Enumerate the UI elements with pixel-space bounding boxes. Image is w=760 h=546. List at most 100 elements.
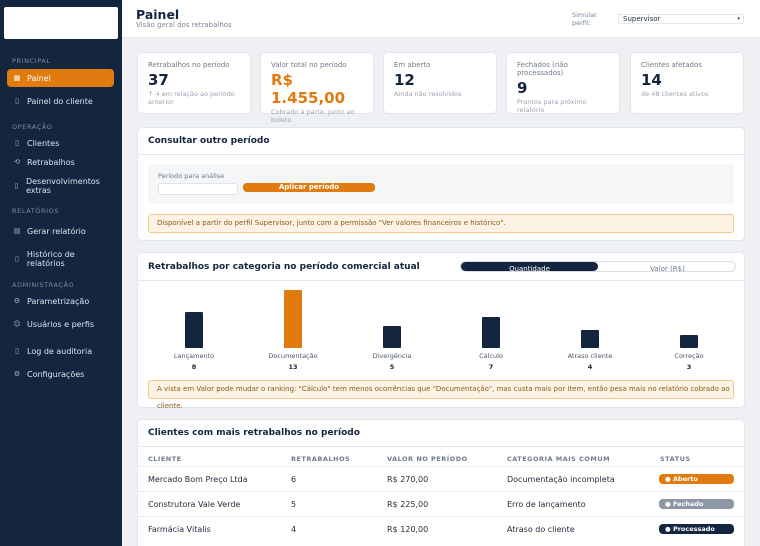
consult-panel: Consultar outro período Período para aná… bbox=[137, 127, 745, 241]
category-bar-chart: Lançamento 8 Documentação 13 Divergência 5 Cál… bbox=[138, 281, 746, 377]
kpi-card-em-aberto: Em aberto 12 Ainda não resolvidos bbox=[383, 52, 497, 114]
kpi-note: Ainda não resolvidos bbox=[394, 90, 462, 98]
kpi-value: 37 bbox=[148, 71, 169, 89]
kpi-label: Em aberto bbox=[394, 61, 431, 69]
status-badge: ● Aberto bbox=[659, 474, 734, 484]
document-icon: ▯ bbox=[15, 255, 19, 263]
chart-value-label: 5 bbox=[389, 363, 395, 371]
kpi-note: Prontos para próximo relatório bbox=[517, 98, 587, 114]
sidebar-item-retrabalhos[interactable]: ⟲ Retrabalhos bbox=[7, 153, 114, 171]
cell-categoria: Documentação incompleta bbox=[507, 475, 615, 484]
kpi-card-retrabalhos: Retrabalhos no período 37 ↑ 4 em relação… bbox=[137, 52, 251, 114]
cell-valor: R$ 120,00 bbox=[387, 525, 429, 534]
kpi-card-fechados: Fechados (não processados) 9 Prontos par… bbox=[506, 52, 620, 114]
document-icon: ▯ bbox=[14, 182, 19, 190]
cell-retrabalhos: 4 bbox=[291, 525, 297, 534]
page-header: Painel Visão geral dos retrabalhos Simul… bbox=[122, 0, 760, 38]
sidebar-item-label: Retrabalhos bbox=[27, 157, 75, 167]
document-icon: ▯ bbox=[15, 97, 19, 105]
chevron-down-icon: ▾ bbox=[737, 16, 740, 22]
sidebar-item-label: Parametrização bbox=[27, 296, 90, 306]
period-box: Período para análise Aplicar período bbox=[148, 164, 734, 204]
cell-cliente: Mercado Bom Preço Ltda bbox=[148, 475, 248, 484]
divider bbox=[138, 154, 744, 155]
chart-bar bbox=[680, 335, 698, 348]
chart-bar bbox=[185, 312, 203, 348]
category-title: Retrabalhos por categoria no período com… bbox=[148, 262, 420, 272]
kpi-card-valor-total: Valor total no período R$ 1.455,00 Cobra… bbox=[260, 52, 374, 124]
column-header: Categoria mais comum bbox=[507, 455, 611, 463]
table-row[interactable]: Farmácia Vitalis 4 R$ 120,00 Atraso do c… bbox=[138, 516, 746, 541]
kpi-value: 12 bbox=[394, 71, 415, 89]
chart-category-label: Cálculo bbox=[479, 352, 503, 360]
table-header: Cliente Retrabalhos Valor no período Cat… bbox=[138, 455, 746, 465]
sidebar-item-label: Log de auditoria bbox=[27, 346, 93, 356]
sidebar-item-label: Histórico de relatórios bbox=[26, 250, 75, 268]
sidebar-item-label: Painel bbox=[27, 73, 51, 83]
sidebar-item-painel-cliente[interactable]: ▯ Painel do cliente bbox=[7, 92, 114, 110]
users-icon: ☺ bbox=[13, 320, 21, 328]
logo bbox=[4, 7, 118, 39]
cell-valor: R$ 270,00 bbox=[387, 475, 429, 484]
sidebar-item-desenvolvimentos[interactable]: ▯ Desenvolvimentos extras bbox=[7, 174, 114, 198]
gear-icon: ⚙ bbox=[13, 370, 21, 378]
dashboard-icon: ▦ bbox=[13, 74, 21, 82]
chart-category-label: Atraso cliente bbox=[567, 352, 613, 360]
sidebar-item-auditoria[interactable]: ▯ Log de auditoria bbox=[7, 342, 114, 360]
sidebar-item-historico[interactable]: ▯ Histórico de relatórios bbox=[7, 250, 114, 268]
sidebar-item-painel[interactable]: ▦ Painel bbox=[7, 69, 114, 87]
document-icon: ▯ bbox=[15, 139, 19, 147]
profile-select[interactable]: Supervisor ▾ bbox=[618, 14, 744, 24]
cell-cliente: Construtora Vale Verde bbox=[148, 500, 241, 509]
apply-period-button[interactable]: Aplicar período bbox=[243, 183, 375, 192]
kpi-value: 9 bbox=[517, 79, 528, 97]
consult-title: Consultar outro período bbox=[148, 136, 270, 146]
chart-value-label: 13 bbox=[288, 363, 298, 371]
chart-bar bbox=[581, 330, 599, 348]
kpi-label: Valor total no período bbox=[271, 61, 347, 69]
toggle-valor[interactable]: Valor (R$) bbox=[650, 265, 685, 273]
sidebar-item-parametrizacao[interactable]: ⚙ Parametrização bbox=[7, 292, 114, 310]
chart-category-label: Documentação bbox=[268, 352, 318, 360]
divider bbox=[138, 446, 744, 447]
kpi-label: Retrabalhos no período bbox=[148, 61, 230, 69]
refresh-icon: ⟲ bbox=[14, 158, 20, 166]
report-icon: ▤ bbox=[13, 227, 21, 235]
document-icon: ▯ bbox=[15, 347, 19, 355]
cell-retrabalhos: 5 bbox=[291, 500, 297, 509]
kpi-note: Cobrado à parte, junto ao boleto bbox=[271, 108, 355, 124]
sidebar-item-configuracoes[interactable]: ⚙ Configurações bbox=[7, 365, 114, 383]
section-relatorios: RELATÓRIOS bbox=[12, 207, 60, 215]
sidebar: PRINCIPAL ▦ Painel ▯ Painel do cliente O… bbox=[0, 0, 122, 546]
period-label: Período para análise bbox=[158, 172, 225, 180]
sidebar-item-label: Configurações bbox=[27, 369, 85, 379]
cell-cliente: Farmácia Vitalis bbox=[148, 525, 211, 534]
chart-category-label: Divergência bbox=[372, 352, 412, 360]
kpi-note: de 48 clientes ativos bbox=[641, 90, 709, 98]
clients-panel: Clientes com mais retrabalhos no período… bbox=[137, 419, 746, 546]
period-input[interactable] bbox=[158, 183, 238, 195]
cell-valor: R$ 225,00 bbox=[387, 500, 429, 509]
permission-notice: Disponível a partir do perfil Supervisor… bbox=[148, 214, 734, 233]
column-header: Valor no período bbox=[387, 455, 468, 463]
column-header: Cliente bbox=[148, 455, 182, 463]
column-header: Status bbox=[660, 455, 691, 463]
sidebar-item-usuarios[interactable]: ☺ Usuários e perfis bbox=[7, 315, 114, 333]
kpi-label: Fechados (não processados) bbox=[517, 61, 568, 77]
chart-category-label: Correção bbox=[674, 352, 704, 360]
toggle-quantidade[interactable]: Quantidade bbox=[461, 262, 598, 273]
page-subtitle: Visão geral dos retrabalhos bbox=[136, 21, 232, 29]
kpi-label: Clientes afetados bbox=[641, 61, 702, 69]
sidebar-item-label: Painel do cliente bbox=[27, 96, 93, 106]
chart-bar bbox=[284, 290, 302, 348]
section-administracao: ADMINISTRAÇÃO bbox=[12, 281, 75, 289]
table-row[interactable]: Mercado Bom Preço Ltda 6 R$ 270,00 Docum… bbox=[138, 466, 746, 491]
cell-categoria: Erro de lançamento bbox=[507, 500, 586, 509]
table-row[interactable]: Construtora Vale Verde 5 R$ 225,00 Erro … bbox=[138, 491, 746, 516]
chart-value-label: 8 bbox=[191, 363, 197, 371]
chart-value-label: 7 bbox=[488, 363, 494, 371]
page-title: Painel bbox=[136, 7, 180, 22]
chart-value-label: 3 bbox=[686, 363, 692, 371]
sidebar-item-gerar-relatorio[interactable]: ▤ Gerar relatório bbox=[7, 222, 114, 240]
sidebar-item-clientes[interactable]: ▯ Clientes bbox=[7, 134, 114, 152]
